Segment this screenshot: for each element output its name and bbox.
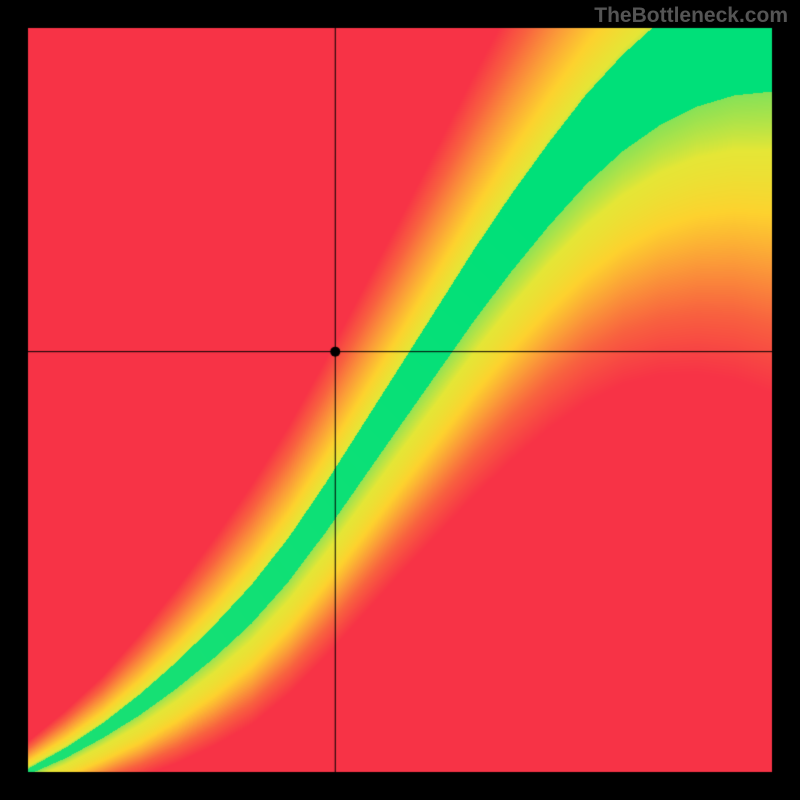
watermark-text: TheBottleneck.com [594, 4, 788, 28]
chart-container: TheBottleneck.com [0, 0, 800, 800]
heatmap-canvas [0, 0, 800, 800]
